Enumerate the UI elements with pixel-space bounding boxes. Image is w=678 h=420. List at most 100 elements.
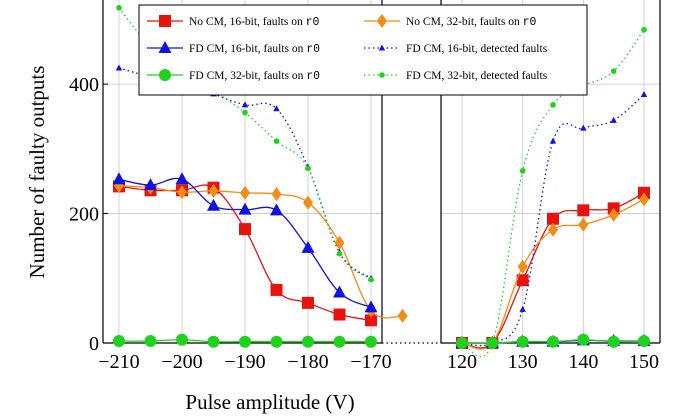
data-point bbox=[113, 335, 125, 348]
x-tick-label: 150 bbox=[629, 351, 659, 373]
data-point bbox=[158, 41, 172, 53]
legend-label: FD CM, 32-bit, detected faults bbox=[406, 70, 548, 82]
legend-label: No CM, 32-bit, faults on r0 bbox=[406, 16, 537, 29]
data-point bbox=[112, 172, 126, 185]
data-point bbox=[610, 116, 617, 123]
data-point bbox=[333, 335, 346, 348]
data-point bbox=[379, 72, 385, 78]
x-tick-label: −190 bbox=[224, 351, 265, 373]
data-point bbox=[547, 335, 559, 348]
legend-label: FD CM, 32-bit, faults on r0 bbox=[189, 70, 320, 83]
data-point bbox=[303, 195, 313, 210]
data-point bbox=[241, 101, 249, 108]
data-point bbox=[333, 285, 346, 298]
data-point bbox=[116, 4, 122, 11]
data-point bbox=[302, 296, 314, 309]
data-point bbox=[270, 335, 283, 348]
series-line bbox=[118, 185, 403, 319]
data-point bbox=[377, 14, 387, 28]
data-point bbox=[270, 283, 283, 296]
legend-register: r0 bbox=[306, 16, 320, 29]
data-point bbox=[175, 172, 189, 185]
x-tick-label: −170 bbox=[350, 351, 391, 373]
data-point bbox=[641, 26, 647, 33]
data-point bbox=[516, 274, 529, 287]
data-point bbox=[301, 240, 315, 253]
data-point bbox=[639, 192, 649, 207]
legend-register: r0 bbox=[306, 70, 320, 83]
data-point bbox=[519, 305, 526, 312]
data-point bbox=[177, 185, 187, 200]
data-point bbox=[550, 102, 556, 108]
data-point bbox=[333, 308, 346, 321]
x-tick-label: 120 bbox=[447, 351, 477, 373]
data-point bbox=[208, 183, 219, 198]
data-point bbox=[238, 202, 252, 215]
data-point bbox=[239, 223, 251, 236]
data-point bbox=[610, 68, 617, 74]
x-tick-label: 140 bbox=[568, 351, 598, 373]
data-point bbox=[159, 69, 171, 81]
data-point bbox=[516, 335, 529, 348]
data-point bbox=[397, 308, 408, 323]
data-point bbox=[159, 15, 171, 27]
data-point bbox=[577, 333, 590, 346]
data-point bbox=[548, 222, 558, 237]
series-group bbox=[113, 333, 650, 349]
data-point bbox=[365, 314, 377, 327]
data-point bbox=[302, 335, 314, 348]
data-point bbox=[239, 335, 251, 348]
data-point bbox=[305, 165, 311, 172]
y-tick-label: 0 bbox=[89, 333, 99, 355]
y-tick-label: 400 bbox=[69, 74, 99, 96]
data-point bbox=[271, 187, 282, 202]
data-point bbox=[549, 137, 557, 144]
data-point bbox=[207, 198, 220, 211]
data-point bbox=[364, 300, 378, 313]
data-point bbox=[334, 235, 345, 250]
data-point bbox=[273, 105, 280, 112]
x-tick-label: 130 bbox=[508, 351, 538, 373]
legend-label: FD CM, 16-bit, faults on r0 bbox=[189, 43, 320, 56]
x-tick-label: −200 bbox=[161, 351, 202, 373]
data-point bbox=[378, 44, 386, 51]
y-tick-label: 200 bbox=[69, 204, 99, 226]
x-tick-label: −180 bbox=[287, 351, 328, 373]
data-point bbox=[144, 335, 157, 348]
x-tick-label: −210 bbox=[98, 351, 139, 373]
legend-label: FD CM, 16-bit, detected faults bbox=[406, 43, 548, 55]
data-point bbox=[489, 340, 496, 346]
legend: No CM, 16-bit, faults on r0 No CM, 32-bit… bbox=[138, 4, 588, 96]
data-point bbox=[365, 335, 377, 348]
data-point bbox=[240, 185, 250, 200]
data-point bbox=[270, 203, 283, 216]
data-point bbox=[459, 340, 465, 346]
data-point bbox=[638, 335, 650, 348]
data-point bbox=[368, 276, 374, 283]
data-point bbox=[207, 335, 220, 348]
y-axis-label: Number of faulty outputs bbox=[25, 66, 49, 279]
data-point bbox=[608, 207, 619, 222]
data-point bbox=[517, 259, 528, 274]
legend-register: r0 bbox=[523, 16, 537, 29]
data-point bbox=[547, 212, 559, 225]
legend-label: No CM, 16-bit, faults on r0 bbox=[189, 16, 320, 29]
data-point bbox=[115, 64, 123, 71]
data-point bbox=[176, 333, 188, 346]
data-point bbox=[336, 250, 343, 257]
data-point bbox=[578, 217, 589, 232]
legend-register: r0 bbox=[306, 43, 320, 56]
x-axis-label: Pulse amplitude (V) bbox=[185, 390, 354, 414]
data-series bbox=[112, 4, 651, 358]
data-point bbox=[273, 138, 280, 144]
data-point bbox=[580, 124, 587, 131]
axis-ticks: −210 −200 −190 −180 −170 120 130 140 150 0 200 400 bbox=[69, 74, 659, 373]
data-point bbox=[607, 335, 620, 348]
data-point bbox=[242, 109, 248, 116]
data-point bbox=[144, 178, 157, 191]
data-point bbox=[519, 168, 526, 174]
data-point bbox=[640, 90, 648, 97]
legend-box bbox=[138, 4, 588, 96]
data-point bbox=[577, 204, 590, 217]
